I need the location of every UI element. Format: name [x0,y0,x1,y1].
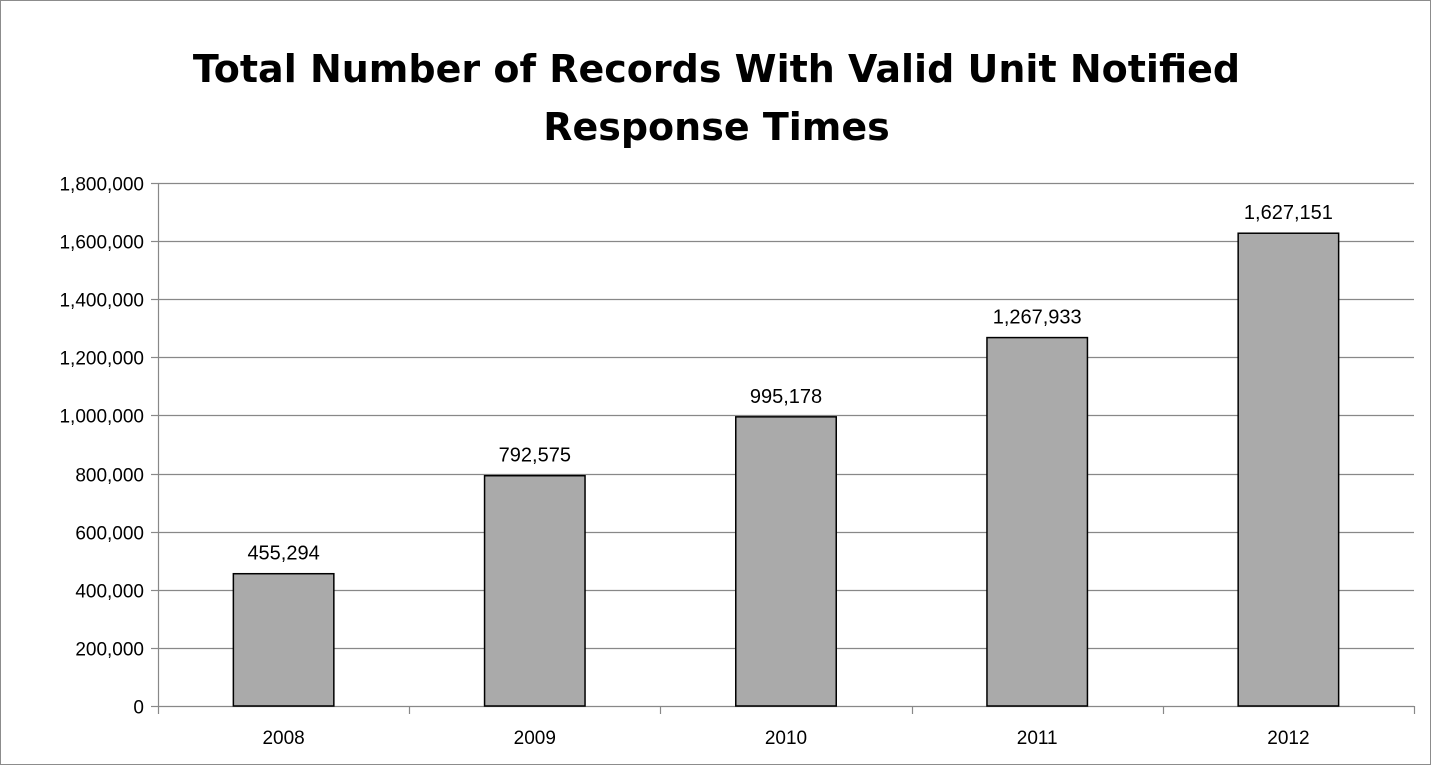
y-tick-label: 400,000 [75,582,144,603]
x-tick-label: 2012 [1267,728,1309,749]
y-tick-label: 600,000 [75,524,144,545]
y-tick-label: 1,400,000 [59,291,144,312]
data-label: 455,294 [247,543,319,565]
data-label: 995,178 [750,386,822,408]
y-tick-label: 1,200,000 [59,349,144,370]
x-tick-label: 2008 [262,728,304,749]
bar [986,336,1089,707]
data-label: 1,627,151 [1244,202,1333,224]
x-tick-label: 2010 [765,728,807,749]
y-tick-label: 200,000 [75,640,144,661]
chart-title-line-1: Total Number of Records With Valid Unit … [192,47,1241,91]
y-tick-label: 0 [133,698,144,719]
y-tick-label: 1,000,000 [59,407,144,428]
data-label: 1,267,933 [993,307,1082,329]
x-tick-label: 2009 [514,728,556,749]
bar [735,416,837,707]
data-label: 792,575 [499,445,571,467]
x-tick-label: 2011 [1017,728,1058,749]
bar [483,474,586,707]
y-tick-label: 1,600,000 [59,233,144,254]
bar [232,572,335,707]
chart-title-line-2: Response Times [543,105,890,149]
bar [1237,232,1340,707]
y-tick-label: 800,000 [75,466,144,487]
y-tick-label: 1,800,000 [59,175,144,196]
chart-title: Total Number of Records With Valid Unit … [0,40,1433,156]
